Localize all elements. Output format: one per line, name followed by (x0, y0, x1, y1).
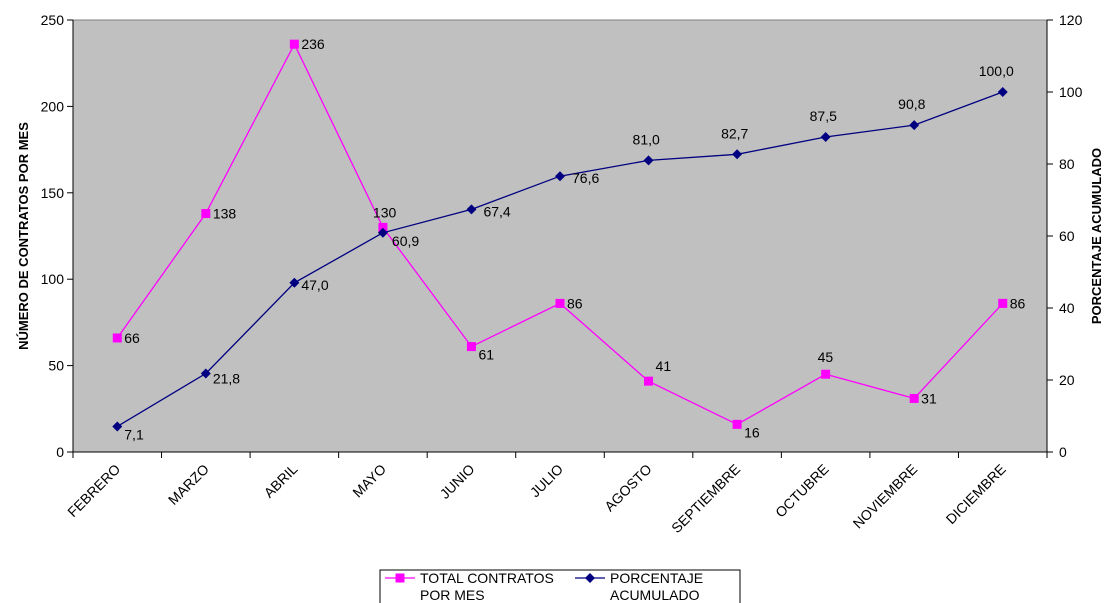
data-point-total-contratos (644, 376, 654, 386)
left-tick-label: 50 (48, 358, 64, 374)
legend-box (379, 569, 741, 603)
x-tick-label: ABRIL (261, 461, 301, 501)
data-point-total-contratos (909, 393, 919, 403)
left-tick-label: 150 (41, 185, 65, 201)
series-layer: 66 138 236 130 61 86 41 16 45 31 86 7,1 21,8 47,0 60,9… (112, 36, 1026, 442)
x-tick-label: OCTUBRE (772, 461, 832, 521)
data-label: 45 (818, 349, 834, 365)
x-tick-label: MAYO (349, 461, 389, 501)
x-tick-label: JULIO (527, 461, 566, 500)
right-tick-label: 80 (1059, 156, 1075, 172)
right-axis-title: PORCENTAJE ACUMULADO (1089, 148, 1104, 324)
data-point-total-contratos (466, 342, 476, 352)
right-tick-label: 20 (1059, 372, 1075, 388)
right-tick-label: 100 (1059, 84, 1083, 100)
data-label: 86 (567, 295, 583, 311)
data-point-porcentaje-acumulado (820, 132, 831, 142)
data-label: 90,8 (898, 96, 925, 112)
data-label: 100,0 (979, 63, 1014, 79)
x-tick-label: SEPTIEMBRE (668, 461, 743, 536)
data-label: 66 (124, 330, 140, 346)
data-label: 81,0 (633, 131, 660, 147)
data-label: 86 (1010, 295, 1026, 311)
data-label: 60,9 (392, 233, 419, 249)
x-tick-label: FEBRERO (64, 461, 123, 520)
x-tick-label: MARZO (165, 461, 212, 508)
data-label: 236 (301, 36, 325, 52)
data-point-porcentaje-acumulado (112, 421, 123, 432)
data-point-total-contratos (289, 39, 299, 49)
data-point-total-contratos (112, 333, 122, 343)
right-axis: 0 20 40 60 80 100 120 (1046, 12, 1083, 460)
x-axis: FEBRERO MARZO ABRIL MAYO JUNIO JULIO AGOSTO SEP… (64, 451, 1048, 536)
left-axis-title: NÚMERO DE CONTRATOS POR MES (16, 122, 31, 350)
data-point-porcentaje-acumulado (909, 120, 920, 131)
data-label: 130 (373, 204, 397, 220)
left-tick-label: 0 (56, 444, 64, 460)
data-point-porcentaje-acumulado (732, 149, 743, 160)
plot-area (72, 19, 1048, 453)
x-tick-label: JUNIO (437, 461, 478, 502)
left-tick-label: 200 (41, 98, 65, 114)
legend-label-total-contratos: TOTAL CONTRATOS (420, 570, 554, 586)
data-label: 67,4 (483, 203, 510, 219)
x-tick-label: DICIEMBRE (943, 461, 1009, 527)
data-point-porcentaje-acumulado (466, 204, 477, 215)
data-label: 41 (656, 358, 672, 374)
legend-label-total-contratos: POR MES (420, 587, 485, 603)
data-point-porcentaje-acumulado (555, 171, 565, 182)
data-point-total-contratos (821, 369, 831, 379)
data-label: 82,7 (721, 125, 748, 141)
data-label: 31 (921, 390, 937, 406)
left-axis: 0 50 100 150 200 250 (41, 12, 74, 460)
data-point-porcentaje-acumulado (200, 368, 211, 379)
legend-label-porcentaje-acumulado: ACUMULADO (610, 587, 700, 603)
legend-marker-porcentaje-acumulado (585, 573, 595, 583)
data-label: 61 (478, 347, 494, 363)
data-point-total-contratos (201, 209, 211, 219)
data-point-total-contratos (998, 298, 1008, 308)
x-tick-label: AGOSTO (601, 461, 655, 515)
x-tick-label: NOVIEMBRE (850, 461, 921, 532)
legend-marker-total-contratos (395, 573, 405, 583)
data-point-total-contratos (378, 222, 388, 232)
left-tick-label: 100 (41, 271, 65, 287)
data-point-porcentaje-acumulado (289, 277, 300, 288)
data-point-porcentaje-acumulado (643, 155, 654, 166)
data-point-porcentaje-acumulado (377, 227, 388, 238)
right-tick-label: 0 (1059, 444, 1067, 460)
data-label: 16 (744, 424, 760, 440)
data-point-porcentaje-acumulado (997, 87, 1008, 97)
right-tick-label: 40 (1059, 300, 1075, 316)
right-tick-label: 60 (1059, 228, 1075, 244)
data-label: 21,8 (213, 371, 240, 387)
legend-label-porcentaje-acumulado: PORCENTAJE (610, 570, 703, 586)
data-label: 47,0 (301, 277, 328, 293)
data-label: 76,6 (572, 170, 599, 186)
data-point-total-contratos (732, 419, 742, 429)
right-tick-label: 120 (1059, 12, 1083, 28)
left-tick-label: 250 (41, 12, 65, 28)
data-point-total-contratos (555, 298, 565, 308)
data-label: 87,5 (810, 108, 837, 124)
data-label: 138 (213, 206, 237, 222)
data-label: 7,1 (124, 426, 144, 442)
